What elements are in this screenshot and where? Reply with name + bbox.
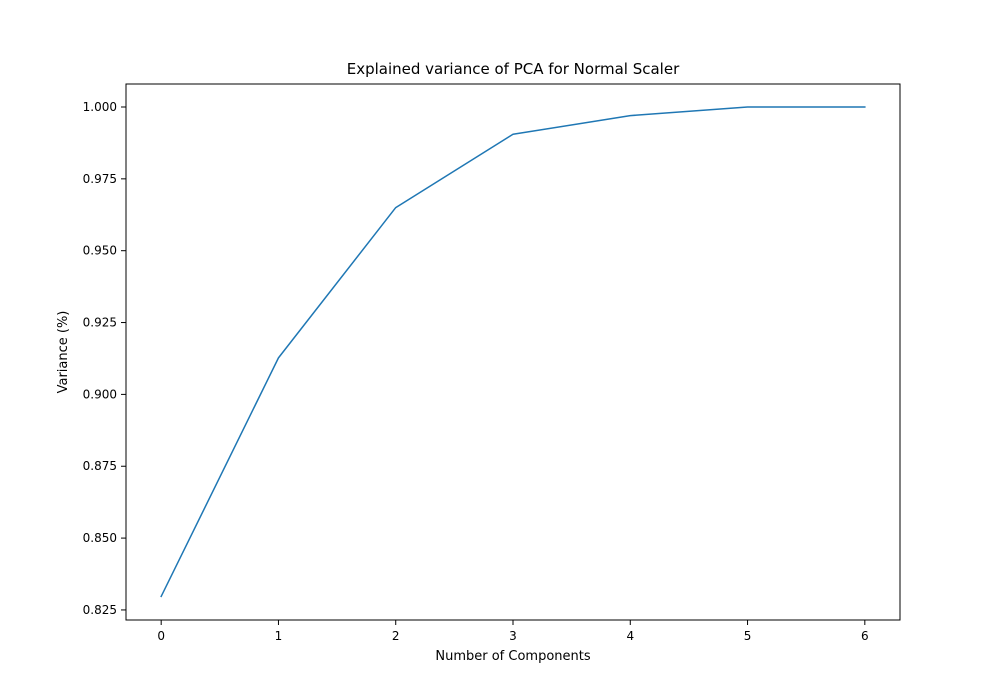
- plot-area: [160, 106, 866, 598]
- y-tick-label: 0.825: [83, 603, 117, 617]
- y-axis-ticks: 0.825 0.850 0.875 0.900 0.925 0.950 0.975 1.000: [83, 100, 126, 617]
- x-tick-label: 0: [157, 629, 165, 643]
- y-tick-label: 0.975: [83, 172, 117, 186]
- y-tick-label: 0.850: [83, 531, 117, 545]
- y-tick-label: 0.900: [83, 387, 117, 401]
- y-tick-label: 0.950: [83, 244, 117, 258]
- series-line: [160, 106, 866, 598]
- x-tick-label: 5: [744, 629, 752, 643]
- x-tick-label: 6: [861, 629, 869, 643]
- y-tick-label: 0.875: [83, 459, 117, 473]
- y-tick-label: 0.925: [83, 316, 117, 330]
- x-tick-label: 1: [275, 629, 283, 643]
- y-axis-label: Variance (%): [56, 311, 71, 394]
- x-axis-ticks: 0 1 2 3 4 5 6: [157, 620, 869, 643]
- x-tick-label: 3: [509, 629, 517, 643]
- x-axis-label: Number of Components: [435, 649, 590, 664]
- x-tick-label: 2: [392, 629, 400, 643]
- chart-title: Explained variance of PCA for Normal Sca…: [347, 60, 680, 78]
- x-tick-label: 4: [626, 629, 634, 643]
- y-tick-label: 1.000: [83, 100, 117, 114]
